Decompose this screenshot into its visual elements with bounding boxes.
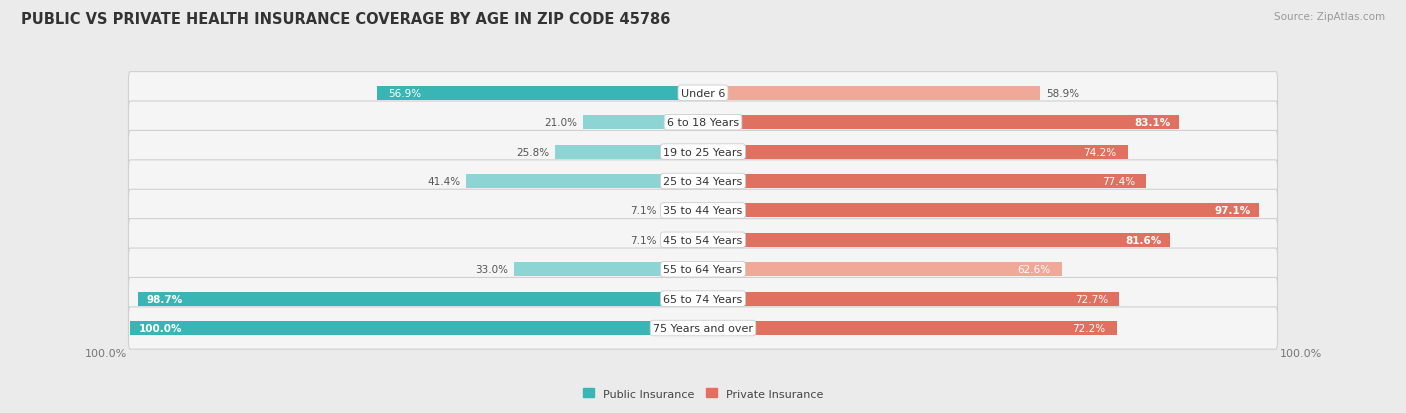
Bar xyxy=(703,292,1119,306)
Text: 25.8%: 25.8% xyxy=(516,147,550,157)
Text: Source: ZipAtlas.com: Source: ZipAtlas.com xyxy=(1274,12,1385,22)
Bar xyxy=(377,86,703,101)
Text: 62.6%: 62.6% xyxy=(1017,265,1050,275)
Text: 98.7%: 98.7% xyxy=(146,294,183,304)
Text: 77.4%: 77.4% xyxy=(1102,177,1135,187)
Bar xyxy=(703,233,1170,247)
Text: 97.1%: 97.1% xyxy=(1215,206,1250,216)
FancyBboxPatch shape xyxy=(128,249,1278,291)
Bar xyxy=(703,204,1260,218)
Text: 100.0%: 100.0% xyxy=(139,323,183,333)
Legend: Public Insurance, Private Insurance: Public Insurance, Private Insurance xyxy=(583,389,823,399)
Text: 7.1%: 7.1% xyxy=(630,206,657,216)
Bar xyxy=(515,263,703,277)
Text: 72.2%: 72.2% xyxy=(1071,323,1105,333)
Bar xyxy=(465,175,703,189)
Text: 25 to 34 Years: 25 to 34 Years xyxy=(664,177,742,187)
Text: 35 to 44 Years: 35 to 44 Years xyxy=(664,206,742,216)
Text: 6 to 18 Years: 6 to 18 Years xyxy=(666,118,740,128)
Bar xyxy=(703,145,1128,159)
Bar xyxy=(703,116,1180,130)
Text: 7.1%: 7.1% xyxy=(630,235,657,245)
Text: 41.4%: 41.4% xyxy=(427,177,460,187)
Text: 58.9%: 58.9% xyxy=(1046,88,1080,99)
Bar xyxy=(662,233,703,247)
FancyBboxPatch shape xyxy=(128,219,1278,261)
Bar xyxy=(555,145,703,159)
Bar xyxy=(703,175,1146,189)
FancyBboxPatch shape xyxy=(128,278,1278,320)
FancyBboxPatch shape xyxy=(128,131,1278,173)
Text: 65 to 74 Years: 65 to 74 Years xyxy=(664,294,742,304)
Text: 21.0%: 21.0% xyxy=(544,118,576,128)
Text: 72.7%: 72.7% xyxy=(1074,294,1108,304)
Text: 55 to 64 Years: 55 to 64 Years xyxy=(664,265,742,275)
Text: 81.6%: 81.6% xyxy=(1126,235,1161,245)
Text: 33.0%: 33.0% xyxy=(475,265,508,275)
Bar xyxy=(703,86,1040,101)
Bar xyxy=(703,321,1116,335)
Bar xyxy=(662,204,703,218)
Text: 19 to 25 Years: 19 to 25 Years xyxy=(664,147,742,157)
FancyBboxPatch shape xyxy=(128,190,1278,232)
FancyBboxPatch shape xyxy=(128,72,1278,115)
Bar xyxy=(138,292,703,306)
Bar xyxy=(703,263,1062,277)
FancyBboxPatch shape xyxy=(128,307,1278,349)
Text: 100.0%: 100.0% xyxy=(1279,348,1322,358)
FancyBboxPatch shape xyxy=(128,102,1278,144)
Text: 45 to 54 Years: 45 to 54 Years xyxy=(664,235,742,245)
Bar xyxy=(131,321,703,335)
Text: 83.1%: 83.1% xyxy=(1135,118,1170,128)
Text: 56.9%: 56.9% xyxy=(388,88,422,99)
Text: 75 Years and over: 75 Years and over xyxy=(652,323,754,333)
Text: PUBLIC VS PRIVATE HEALTH INSURANCE COVERAGE BY AGE IN ZIP CODE 45786: PUBLIC VS PRIVATE HEALTH INSURANCE COVER… xyxy=(21,12,671,27)
Text: 100.0%: 100.0% xyxy=(84,348,127,358)
Bar xyxy=(582,116,703,130)
Text: Under 6: Under 6 xyxy=(681,88,725,99)
Text: 74.2%: 74.2% xyxy=(1084,147,1116,157)
FancyBboxPatch shape xyxy=(128,160,1278,203)
